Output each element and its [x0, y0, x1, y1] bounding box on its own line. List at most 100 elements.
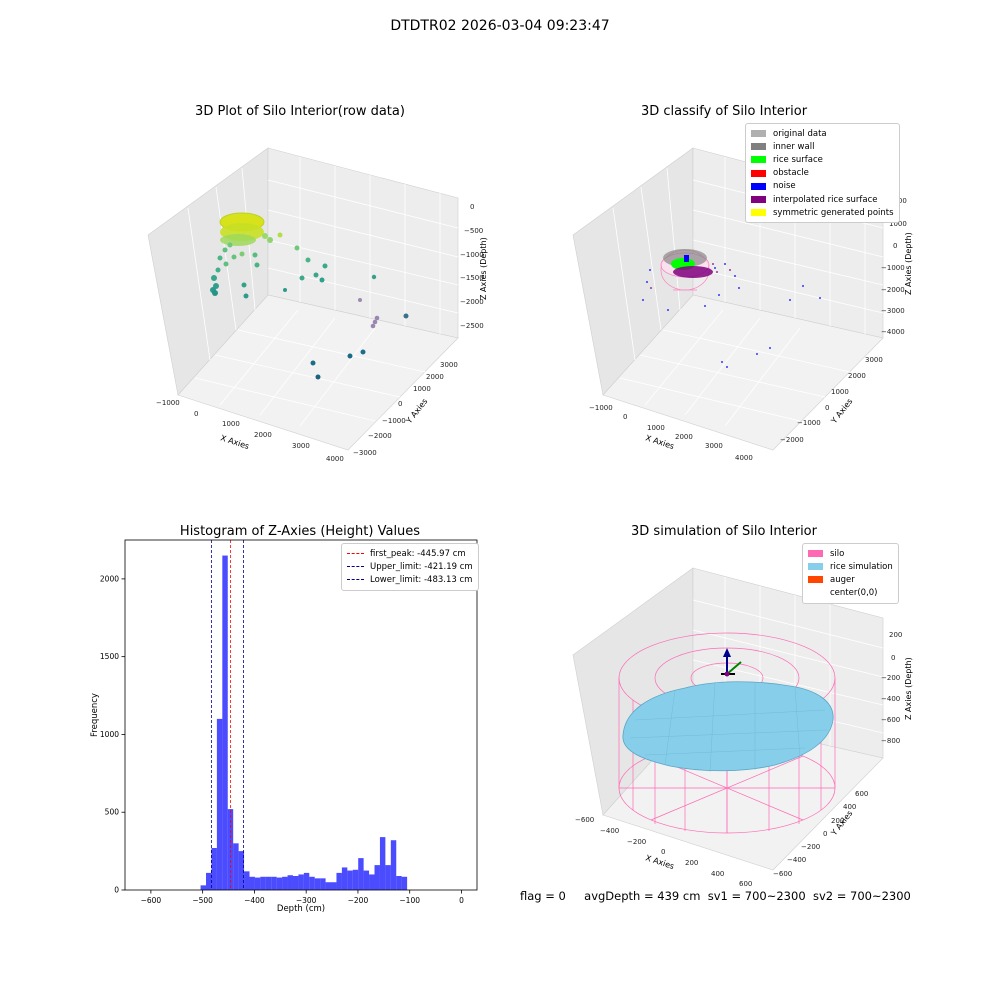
- svg-text:−2000: −2000: [780, 436, 804, 444]
- svg-text:600: 600: [739, 880, 752, 888]
- sv1-text: sv1 = 700~2300: [707, 889, 806, 903]
- svg-text:−1000: −1000: [382, 417, 406, 425]
- histogram-bar: [249, 876, 255, 890]
- svg-text:400: 400: [843, 803, 856, 811]
- histogram-bar: [244, 871, 250, 890]
- legend-swatch: [751, 130, 766, 138]
- y-axis-label: Frequency: [90, 693, 100, 737]
- svg-text:−2500: −2500: [460, 322, 484, 330]
- panel-title-raw-data: 3D Plot of Silo Interior(row data): [195, 104, 405, 119]
- svg-text:−4000: −4000: [881, 328, 905, 336]
- histogram-chart: −600 −500 −400 −300 −200 −100 0 0 500 1000 1500 20…: [90, 539, 478, 914]
- raw-data-3d-plot: −1000 0 1000 2000 3000 4000 −3000 −2000 −100…: [147, 147, 488, 463]
- svg-text:X Axies: X Axies: [644, 853, 675, 871]
- svg-text:3000: 3000: [705, 442, 723, 450]
- histogram-bar: [233, 843, 239, 890]
- z-axis-label: Z Axies (Depth): [479, 237, 488, 300]
- x-tick-label: −600: [141, 896, 162, 905]
- legend-swatch: [751, 196, 766, 204]
- histogram-bar: [216, 718, 223, 890]
- simulation-legend: silo rice simulation auger center(0,0): [802, 543, 899, 604]
- legend-swatch: [808, 576, 823, 584]
- svg-text:−3000: −3000: [353, 449, 377, 457]
- histogram-legend: first_peak: -445.97 cm Upper_limit: -421…: [341, 543, 479, 591]
- z-tick-labels: 0 −500 −1000 −1500 −2000 −2500: [460, 203, 484, 330]
- legend-swatch: [751, 182, 766, 190]
- legend-item: Lower_limit: -483.13 cm: [347, 573, 473, 586]
- histogram-bar: [401, 876, 408, 890]
- grid-lines: [187, 157, 459, 427]
- histogram-bar: [282, 876, 288, 890]
- legend-item: center(0,0): [808, 587, 893, 600]
- svg-text:−1000: −1000: [156, 399, 180, 407]
- histogram-bar: [314, 878, 321, 890]
- status-line: flag = 0 avgDepth = 439 cm sv1 = 700~230…: [520, 889, 911, 903]
- histogram-bar: [347, 870, 353, 890]
- svg-text:200: 200: [889, 631, 902, 639]
- svg-text:0: 0: [825, 404, 829, 412]
- svg-text:−3000: −3000: [881, 307, 905, 315]
- svg-text:−600: −600: [575, 816, 594, 824]
- flag-text: flag = 0: [520, 889, 566, 903]
- svg-text:200: 200: [685, 859, 698, 867]
- svg-text:−2000: −2000: [881, 286, 905, 294]
- y-tick-label: 0: [114, 886, 119, 895]
- svg-text:−400: −400: [787, 856, 806, 864]
- svg-text:0: 0: [823, 830, 827, 838]
- svg-text:−200: −200: [627, 838, 646, 846]
- svg-text:X Axies: X Axies: [644, 433, 675, 451]
- svg-text:0: 0: [194, 410, 198, 418]
- histogram-bar: [287, 875, 293, 890]
- svg-text:Z Axies (Depth): Z Axies (Depth): [904, 232, 913, 295]
- svg-text:Z Axies (Depth): Z Axies (Depth): [904, 657, 913, 720]
- histogram-bar: [352, 869, 359, 890]
- figure-title: DTDTR02 2026-03-04 09:23:47: [390, 18, 610, 34]
- histogram-bar: [379, 837, 386, 890]
- histogram-bar: [363, 870, 370, 890]
- histogram-bar: [254, 877, 261, 890]
- legend-swatch: [751, 169, 766, 177]
- y-tick-label: 1500: [100, 652, 119, 661]
- histogram-bars: [200, 555, 408, 890]
- legend-swatch: [808, 550, 823, 558]
- raw-point-cloud: [210, 212, 409, 380]
- svg-text:3000: 3000: [865, 356, 883, 364]
- svg-text:3000: 3000: [292, 442, 310, 450]
- x-tick-label: −500: [192, 896, 213, 905]
- legend-item: auger: [808, 573, 893, 586]
- histogram-bar: [206, 872, 212, 890]
- x-axis-label: X Axies: [219, 433, 250, 451]
- x-tick-labels: −1000 0 1000 2000 3000 4000: [156, 399, 344, 463]
- histogram-bar: [211, 848, 217, 890]
- histogram-bar: [358, 858, 364, 890]
- svg-text:−1000: −1000: [797, 419, 821, 427]
- legend-item: symmetric generated points: [751, 206, 894, 219]
- y-tick-label: 2000: [100, 574, 119, 583]
- svg-text:0: 0: [893, 242, 897, 250]
- svg-text:−2000: −2000: [368, 432, 392, 440]
- svg-text:−200: −200: [801, 843, 820, 851]
- legend-item: noise: [751, 180, 894, 193]
- svg-text:1000: 1000: [647, 424, 665, 432]
- rice-simulation-surface: [622, 681, 834, 772]
- svg-text:−600: −600: [881, 716, 900, 724]
- svg-text:400: 400: [711, 870, 724, 878]
- legend-swatch: [751, 143, 766, 151]
- histogram-bar: [320, 878, 326, 890]
- legend-swatch: [808, 563, 823, 571]
- histogram-bar: [336, 872, 342, 890]
- y-tick-label: 1000: [100, 730, 119, 739]
- legend-line: [347, 566, 364, 568]
- svg-text:0: 0: [623, 413, 627, 421]
- svg-text:0: 0: [891, 654, 895, 662]
- svg-text:0: 0: [661, 848, 665, 856]
- svg-text:1000: 1000: [413, 385, 431, 393]
- auger: [721, 648, 742, 677]
- legend-item: original data: [751, 127, 894, 140]
- legend-item: silo: [808, 547, 893, 560]
- x-tick-label: −300: [296, 896, 317, 905]
- y-tick-label: 500: [105, 808, 120, 817]
- legend-item: first_peak: -445.97 cm: [347, 547, 473, 560]
- svg-text:1000: 1000: [831, 388, 849, 396]
